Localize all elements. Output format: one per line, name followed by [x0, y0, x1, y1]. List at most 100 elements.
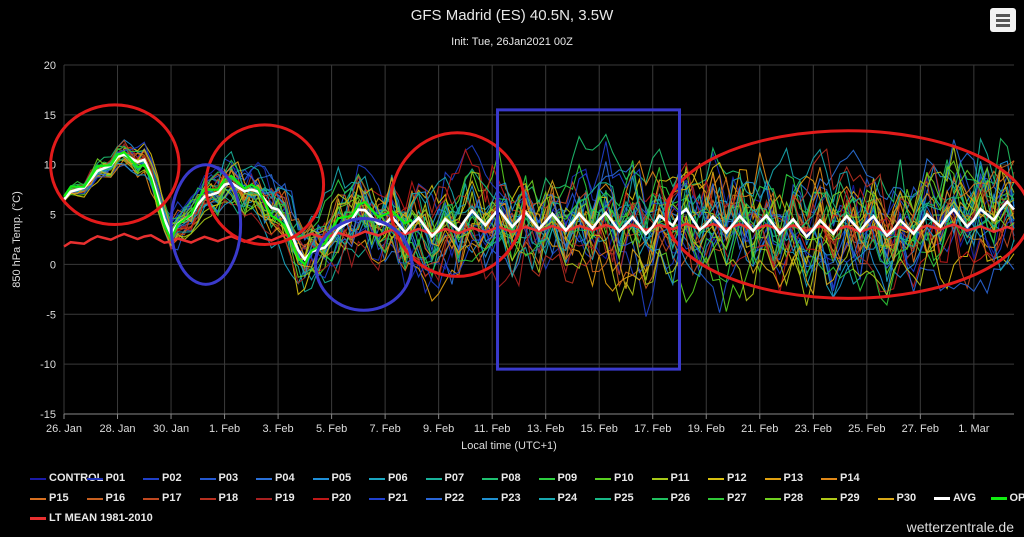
- legend-swatch: [30, 478, 46, 480]
- x-tick-label: 5. Feb: [316, 423, 347, 435]
- series-line-p23: [63, 162, 1015, 299]
- x-tick-label: 17. Feb: [634, 423, 671, 435]
- legend-label: P18: [218, 492, 239, 504]
- legend-label: P23: [501, 492, 521, 504]
- legend-swatch: [595, 498, 611, 500]
- legend-swatch: [30, 517, 46, 520]
- y-tick-label: -15: [40, 409, 56, 421]
- x-axis-label: Local time (UTC+1): [461, 440, 557, 452]
- legend-swatch: [86, 478, 103, 480]
- y-tick-label: 20: [44, 60, 56, 72]
- legend-swatch: [256, 478, 272, 480]
- legend-swatch: [651, 498, 668, 500]
- x-tick-label: 19. Feb: [688, 423, 725, 435]
- legend-swatch: [482, 478, 498, 480]
- x-tick-label: 15. Feb: [581, 423, 618, 435]
- x-tick-label: 7. Feb: [370, 423, 401, 435]
- y-tick-label: 0: [50, 259, 56, 271]
- legend-swatch: [934, 497, 950, 500]
- legend-swatch: [312, 498, 329, 500]
- legend-label: P07: [444, 472, 465, 484]
- legend-label: P09: [557, 472, 578, 484]
- legend-label: P28: [783, 492, 804, 504]
- legend-swatch: [256, 498, 272, 500]
- legend-label: P20: [331, 492, 352, 504]
- legend-swatch: [369, 498, 385, 500]
- y-tick-label: -10: [40, 359, 56, 371]
- legend-label: P10: [614, 472, 634, 484]
- legend-label: P27: [727, 492, 747, 504]
- chart-title: GFS Madrid (ES) 40.5N, 3.5W: [410, 7, 614, 24]
- legend-label: P24: [557, 492, 578, 504]
- legend-swatch: [595, 478, 611, 480]
- x-tick-label: 30. Jan: [153, 423, 189, 435]
- legend-swatch: [143, 478, 159, 480]
- legend-swatch: [312, 478, 329, 480]
- y-tick-label: -5: [46, 309, 56, 321]
- menu-bar: [996, 24, 1010, 27]
- hamburger-menu-icon[interactable]: [990, 8, 1016, 32]
- legend-label: P08: [501, 472, 521, 484]
- legend-label: P03: [218, 472, 239, 484]
- chart-subtitle: Init: Tue, 26Jan2021 00Z: [451, 36, 573, 48]
- legend-label: P17: [162, 492, 182, 504]
- watermark: wetterzentrale.de: [906, 519, 1014, 535]
- x-tick-label: 9. Feb: [423, 423, 454, 435]
- legend-label: P19: [275, 492, 295, 504]
- legend-label: OPER: [1009, 492, 1024, 504]
- x-tick-label: 26. Jan: [46, 423, 82, 435]
- legend-swatch: [764, 498, 781, 500]
- annotation-rectangle: [496, 108, 681, 371]
- x-tick-label: 11. Feb: [474, 423, 511, 435]
- legend-swatch: [143, 498, 159, 500]
- menu-bar: [996, 19, 1010, 22]
- legend-swatch: [651, 478, 668, 480]
- legend-swatch: [708, 478, 724, 480]
- x-tick-label: 25. Feb: [848, 423, 885, 435]
- legend-label: P15: [49, 492, 69, 504]
- legend-label: P26: [670, 492, 691, 504]
- legend-label: P06: [388, 472, 408, 484]
- annotation-ellipse: [664, 129, 1024, 300]
- annotation-ellipse: [204, 123, 326, 246]
- legend-swatch: [538, 478, 555, 480]
- y-axis-label: 850 hPa Temp. (°C): [11, 191, 23, 288]
- series-line-p06: [63, 152, 1015, 299]
- x-tick-label: 1. Feb: [209, 423, 240, 435]
- x-tick-label: 27. Feb: [902, 423, 939, 435]
- legend-label: P11: [670, 472, 690, 484]
- legend-swatch: [482, 498, 498, 500]
- legend-swatch: [538, 498, 555, 500]
- legend-label: P22: [444, 492, 465, 504]
- legend-swatch: [425, 478, 442, 480]
- x-tick-label: 23. Feb: [795, 423, 832, 435]
- x-tick-label: 1. Mar: [958, 423, 990, 435]
- legend-label: AVG: [953, 492, 977, 504]
- menu-bar: [996, 14, 1010, 17]
- legend-swatch: [990, 497, 1007, 500]
- x-tick-label: 21. Feb: [741, 423, 778, 435]
- legend-label: CONTROL: [49, 472, 104, 484]
- series-line-p30: [63, 148, 1015, 296]
- series-line-p19: [63, 142, 1015, 293]
- legend-label: P04: [275, 472, 295, 484]
- legend-swatch: [821, 498, 837, 500]
- series-line-oper: [63, 151, 413, 267]
- legend-label: P16: [105, 492, 126, 504]
- legend-swatch: [877, 498, 894, 500]
- legend-label: P05: [331, 472, 352, 484]
- y-tick-label: 15: [44, 110, 56, 122]
- legend-swatch: [764, 478, 781, 480]
- annotation-ellipse: [314, 217, 414, 312]
- legend-swatch: [425, 498, 442, 500]
- x-tick-label: 13. Feb: [527, 423, 564, 435]
- legend-label: LT MEAN 1981-2010: [49, 512, 153, 524]
- annotation-ellipse: [388, 131, 526, 278]
- legend-swatch: [369, 478, 385, 480]
- legend-swatch: [708, 498, 724, 500]
- legend-label: P13: [783, 472, 804, 484]
- annotation-ellipse: [49, 103, 181, 227]
- legend-label: P21: [388, 492, 408, 504]
- legend-swatch: [199, 478, 216, 480]
